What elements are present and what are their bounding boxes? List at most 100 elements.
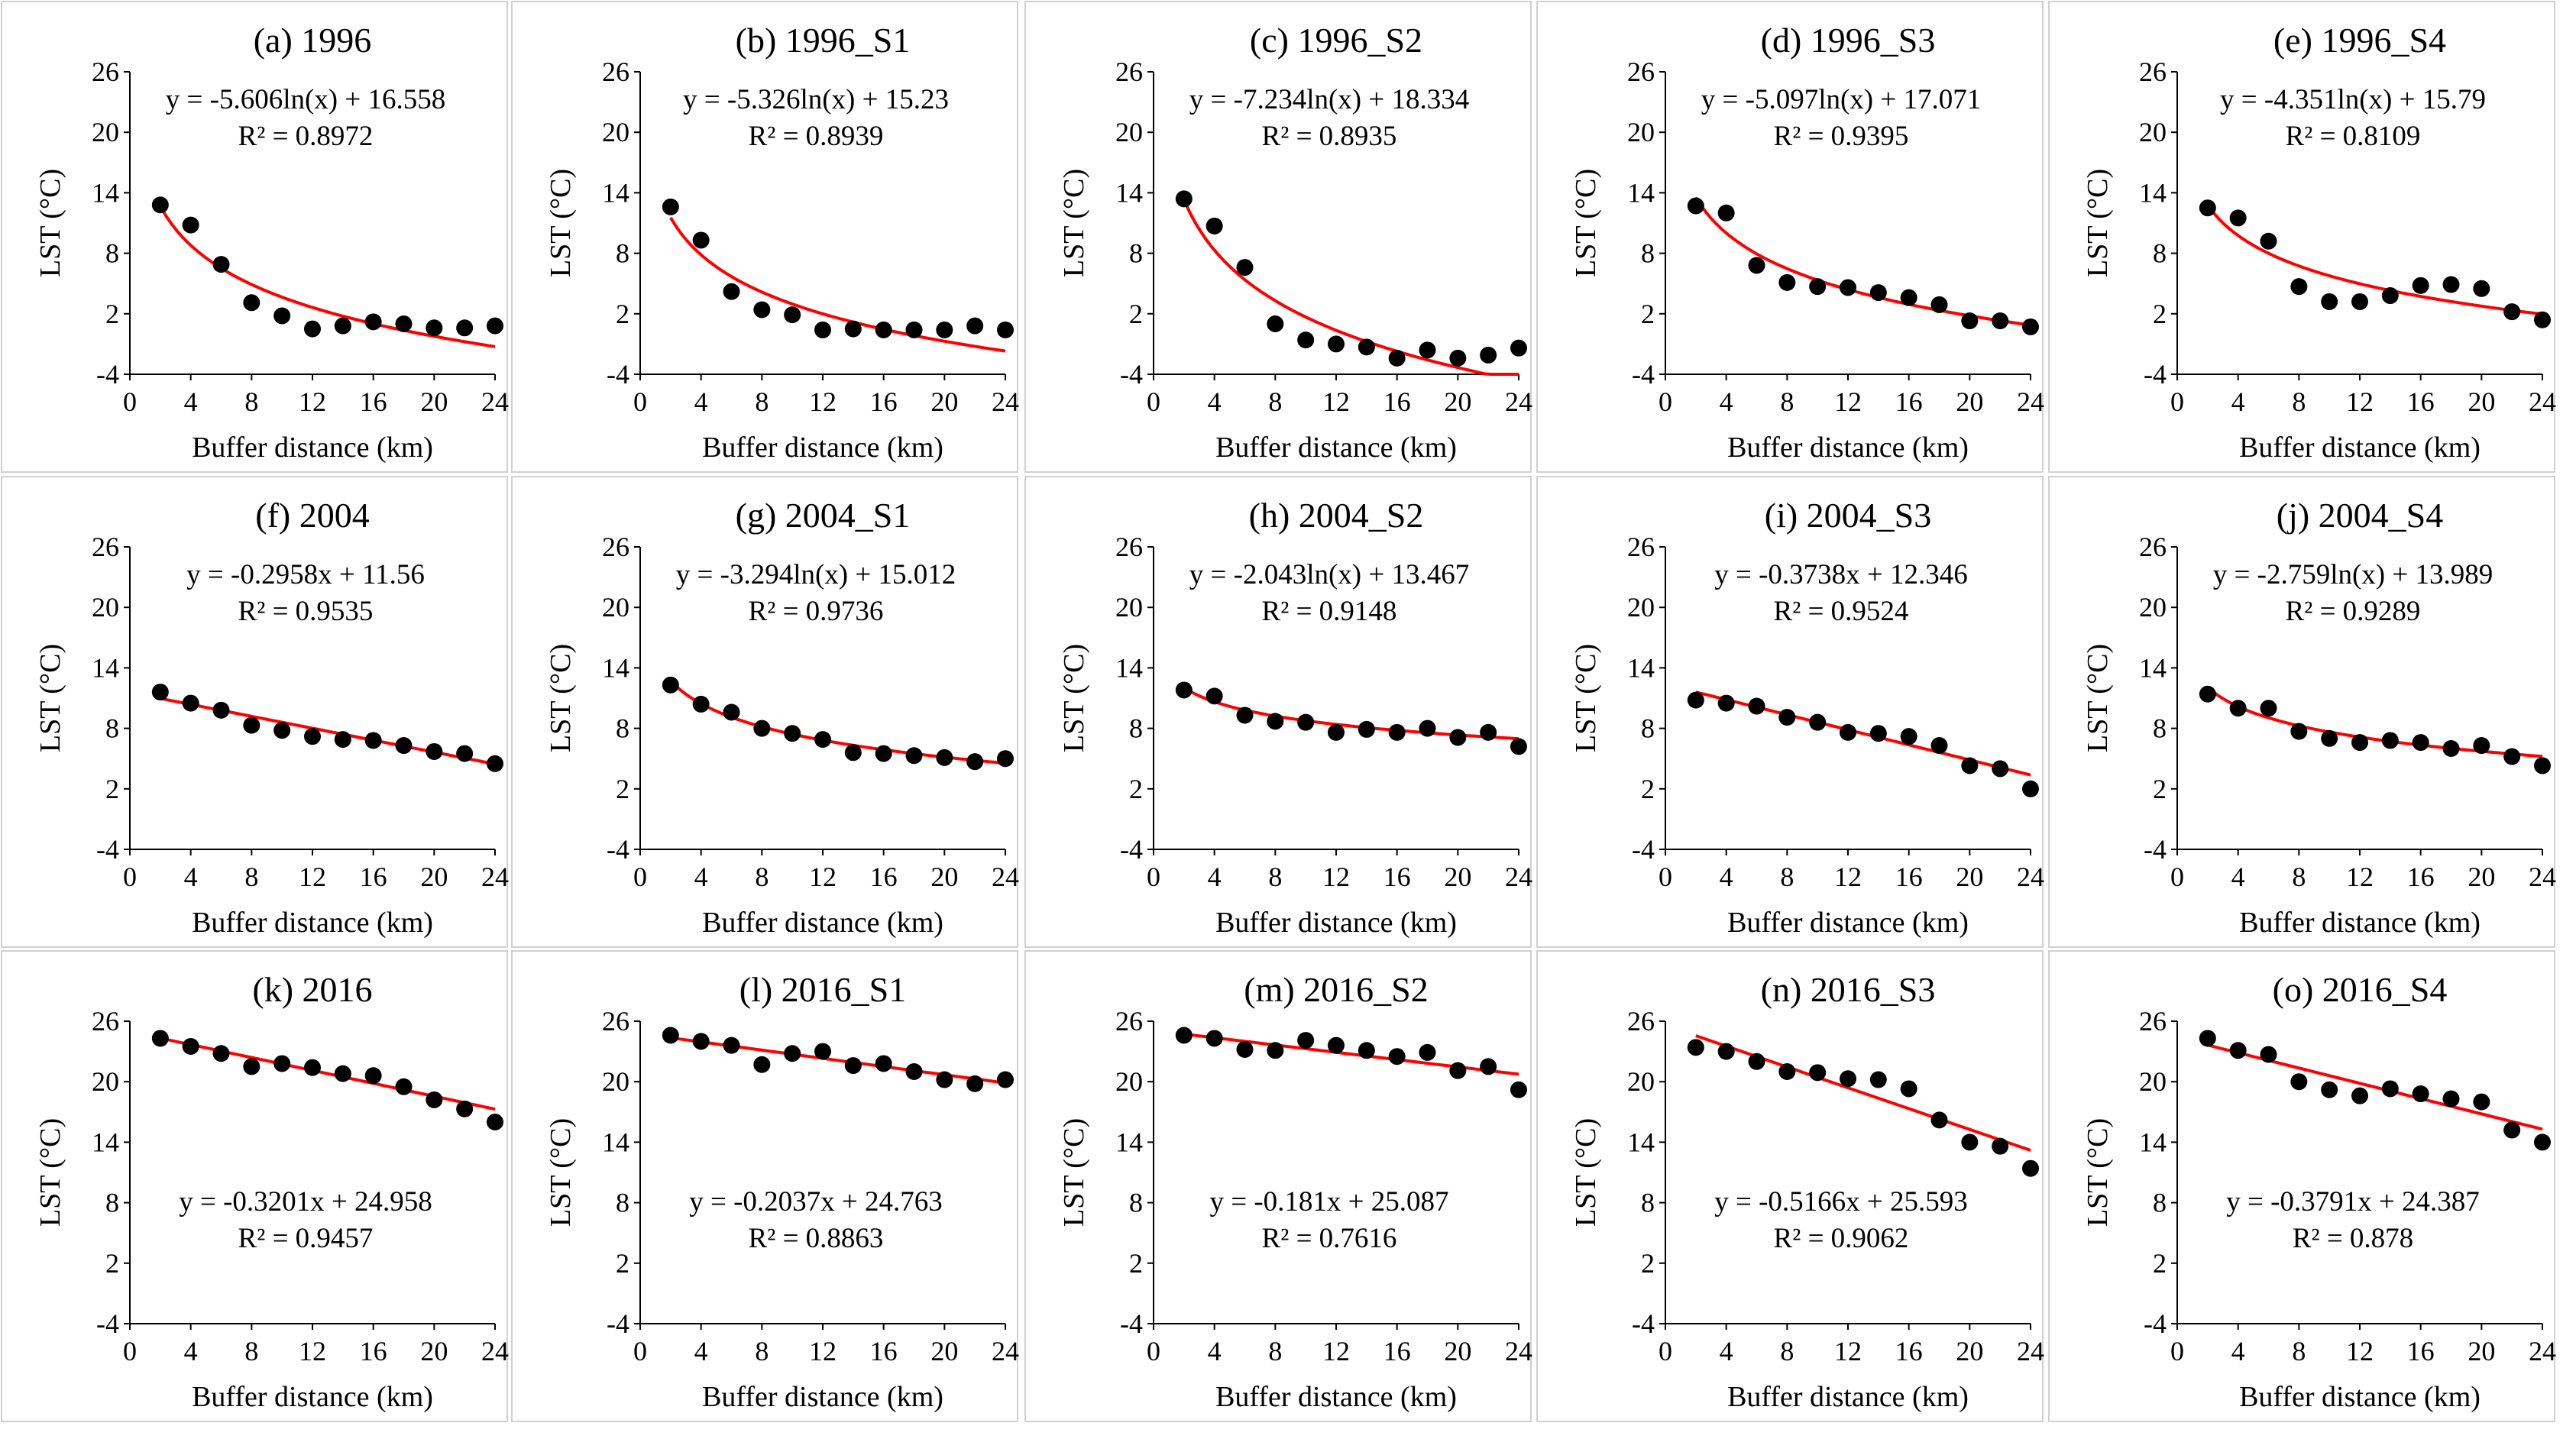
data-point [1687,197,1704,215]
panel-frame [511,476,1018,948]
y-tick-label: 8 [1129,1188,1143,1218]
data-point [364,313,382,331]
y-tick-label: -4 [607,834,629,865]
y-axis-title: LST (°C) [34,169,66,277]
y-tick-label: 2 [105,299,119,329]
data-point [487,1114,503,1130]
chart-panel: -4 2 8 14 20 26 0 4 8 12 16 20 24 Buffer distance (km… [1536,476,2044,948]
y-tick-label: 26 [1115,532,1143,562]
x-tick-label: 12 [809,862,837,892]
y-tick-label: 2 [616,1248,629,1279]
x-tick-label: 8 [755,1336,769,1366]
data-point [784,725,801,742]
data-point [875,745,892,762]
data-point [2351,1087,2368,1104]
x-tick-label: 0 [1659,386,1672,417]
chart-panel: -4 2 8 14 20 26 0 4 8 12 16 20 24 Buffer distance (km… [1,950,509,1422]
x-tick-label: 12 [1322,386,1350,417]
data-point [1869,725,1887,742]
x-tick-label: 12 [1322,1336,1350,1366]
chart-panel: -4 2 8 14 20 26 0 4 8 12 16 20 24 Buffer distance (km… [2048,950,2556,1422]
data-point [395,737,413,755]
chart-panel: -4 2 8 14 20 26 0 4 8 12 16 20 24 Buffer distance (km… [1024,476,1532,948]
data-point [426,319,443,337]
data-point [662,676,679,694]
y-tick-label: 14 [2139,1127,2167,1157]
x-tick-label: 8 [1268,862,1282,892]
chart-panel: -4 2 8 14 20 26 0 4 8 12 16 20 24 Buffer distance (km… [1536,1,2044,473]
x-tick-label: 4 [2231,1336,2245,1366]
x-tick-label: 0 [2170,386,2184,417]
panel-title: (h) 2004_S2 [1249,496,1424,535]
data-point [334,1065,351,1082]
data-point [1358,720,1375,738]
x-tick-label: 24 [2017,386,2044,417]
y-tick-label: 14 [602,652,629,683]
x-tick-label: 12 [299,1336,326,1366]
data-point [1236,1040,1254,1058]
x-tick-label: 16 [360,1336,387,1366]
r-squared: R² = 0.9535 [238,596,374,627]
regression-equation: y = -0.2958x + 11.56 [186,559,425,590]
y-axis-title: LST (°C) [545,644,577,752]
x-tick-label: 8 [1268,386,1282,417]
data-point [2260,232,2277,250]
data-point [1778,273,1796,291]
data-point [1748,697,1765,715]
y-tick-label: 14 [602,177,629,208]
x-tick-label: 16 [1383,386,1411,417]
x-axis-title: Buffer distance (km) [1727,432,1969,464]
y-tick-label: 26 [2139,532,2167,562]
data-point [2229,700,2247,717]
data-point [966,1075,984,1092]
data-point [1510,738,1527,755]
trend-line [1182,199,1519,376]
data-point [2229,209,2247,227]
y-tick-label: 8 [1129,238,1143,269]
y-tick-label: 2 [1641,299,1655,329]
x-tick-label: 24 [2529,862,2556,892]
data-point [1175,190,1193,208]
data-point [1175,681,1193,699]
r-squared: R² = 0.8935 [1262,121,1397,152]
x-tick-label: 24 [1505,386,1532,417]
data-point [1205,1030,1223,1047]
x-axis-title: Buffer distance (km) [1215,432,1457,464]
x-tick-label: 20 [420,1336,448,1366]
panel-title: (l) 2016_S1 [739,970,907,1009]
x-tick-label: 16 [2407,386,2435,417]
data-point [1900,289,1917,306]
data-point [1717,1043,1735,1060]
data-point [2503,1121,2521,1139]
y-tick-label: -4 [1120,834,1143,865]
y-tick-label: 2 [1641,1248,1655,1279]
x-tick-label: 4 [184,1336,198,1366]
data-point [1510,339,1527,357]
y-tick-label: -4 [607,1308,629,1339]
y-tick-label: 26 [602,532,629,562]
data-point [662,1027,679,1044]
data-point [936,321,953,338]
data-point [1992,312,2009,330]
x-tick-label: 0 [1147,1336,1160,1366]
data-point [1840,723,1856,741]
y-axis-title: LST (°C) [1570,644,1602,752]
x-tick-label: 4 [1208,862,1222,892]
x-tick-label: 20 [2468,862,2495,892]
x-tick-label: 20 [930,386,958,417]
x-tick-label: 4 [1720,386,1733,417]
x-tick-label: 8 [2292,386,2306,417]
data-point [456,1100,474,1117]
data-point [692,231,710,249]
x-tick-label: 20 [1444,1336,1471,1366]
trend-line [669,216,1006,353]
x-tick-label: 20 [1444,386,1471,417]
y-tick-label: 14 [1115,1127,1143,1157]
x-tick-label: 20 [930,1336,958,1366]
x-axis-title: Buffer distance (km) [1215,907,1457,939]
x-axis-title: Buffer distance (km) [2239,432,2481,464]
data-point [182,216,199,234]
x-tick-label: 0 [633,862,647,892]
y-tick-label: 20 [602,1066,629,1097]
x-tick-label: 4 [1720,862,1733,892]
